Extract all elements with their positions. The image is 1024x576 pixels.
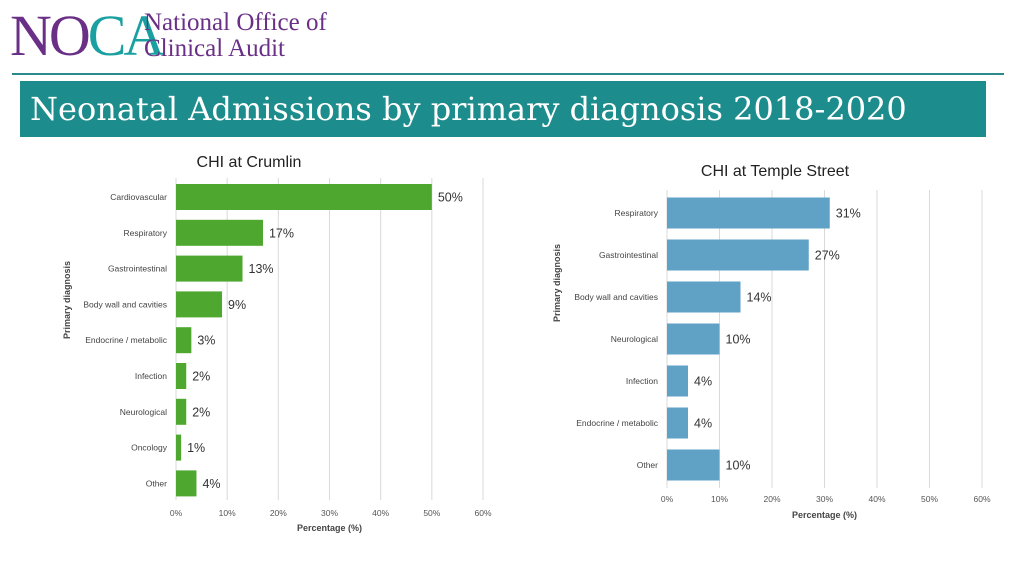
- data-label: 31%: [836, 207, 861, 221]
- data-label: 2%: [192, 405, 210, 419]
- x-axis-label: Percentage (%): [792, 510, 857, 520]
- data-label: 4%: [694, 375, 712, 389]
- data-label: 10%: [726, 333, 751, 347]
- x-tick-label: 30%: [321, 508, 338, 518]
- bar: [667, 449, 720, 481]
- bar: [667, 407, 688, 439]
- data-label: 3%: [197, 334, 215, 348]
- x-tick-label: 0%: [661, 494, 674, 504]
- logo-line-1: National Office of: [144, 9, 327, 36]
- bar: [176, 470, 197, 497]
- category-label: Respiratory: [124, 228, 168, 238]
- x-tick-label: 40%: [372, 508, 389, 518]
- category-label: Body wall and cavities: [83, 299, 167, 309]
- category-label: Body wall and cavities: [574, 292, 658, 302]
- x-tick-label: 50%: [423, 508, 440, 518]
- x-tick-label: 10%: [219, 508, 236, 518]
- data-label: 1%: [187, 441, 205, 455]
- bar: [176, 255, 243, 282]
- x-tick-label: 20%: [270, 508, 287, 518]
- bar: [176, 184, 432, 210]
- header-divider: [12, 73, 1004, 75]
- x-tick-label: 0%: [170, 508, 183, 518]
- x-tick-label: 40%: [868, 494, 885, 504]
- category-label: Neurological: [120, 407, 167, 417]
- logo-line-2: Clinical Audit: [144, 35, 285, 62]
- x-tick-label: 50%: [921, 494, 938, 504]
- category-label: Respiratory: [615, 208, 659, 218]
- bar: [667, 323, 720, 355]
- x-axis-label: Percentage (%): [297, 523, 362, 533]
- bar: [667, 281, 741, 313]
- category-label: Neurological: [611, 334, 658, 344]
- data-label: 10%: [726, 459, 751, 473]
- bar: [176, 327, 192, 354]
- data-label: 4%: [694, 417, 712, 431]
- chart-title: CHI at Crumlin: [197, 154, 302, 171]
- category-label: Infection: [626, 376, 658, 386]
- category-label: Oncology: [131, 443, 168, 453]
- category-label: Cardiovascular: [110, 192, 167, 202]
- bar: [667, 365, 688, 397]
- title-banner: Neonatal Admissions by primary diagnosis…: [20, 81, 986, 137]
- bar: [176, 398, 187, 425]
- noca-logo: NOCA National Office of Clinical Audit: [10, 3, 340, 68]
- page-title: Neonatal Admissions by primary diagnosis…: [30, 90, 907, 128]
- bar: [667, 239, 809, 271]
- category-label: Gastrointestinal: [599, 250, 658, 260]
- logo-text: National Office of Clinical Audit: [144, 10, 327, 62]
- bar: [176, 291, 223, 318]
- bar: [176, 219, 263, 246]
- data-label: 27%: [815, 249, 840, 263]
- category-label: Infection: [135, 371, 167, 381]
- category-label: Endocrine / metabolic: [576, 418, 658, 428]
- bar: [667, 197, 830, 229]
- y-axis-label: Primary diagnosis: [552, 244, 562, 322]
- data-label: 9%: [228, 298, 246, 312]
- x-tick-label: 30%: [816, 494, 833, 504]
- category-label: Gastrointestinal: [108, 264, 167, 274]
- data-label: 4%: [202, 477, 220, 491]
- category-label: Other: [637, 460, 658, 470]
- x-tick-label: 60%: [474, 508, 491, 518]
- y-axis-label: Primary diagnosis: [62, 261, 72, 339]
- category-label: Other: [146, 478, 167, 488]
- chart-title: CHI at Temple Street: [701, 163, 850, 180]
- category-label: Endocrine / metabolic: [85, 335, 167, 345]
- x-tick-label: 10%: [711, 494, 728, 504]
- x-tick-label: 20%: [763, 494, 780, 504]
- bar: [176, 434, 182, 461]
- logo-mark: NOCA: [10, 3, 165, 68]
- data-label: 2%: [192, 370, 210, 384]
- x-tick-label: 60%: [973, 494, 990, 504]
- bar: [176, 363, 187, 389]
- data-label: 50%: [438, 191, 463, 205]
- data-label: 13%: [249, 262, 274, 276]
- data-label: 17%: [269, 226, 294, 240]
- data-label: 14%: [747, 291, 772, 305]
